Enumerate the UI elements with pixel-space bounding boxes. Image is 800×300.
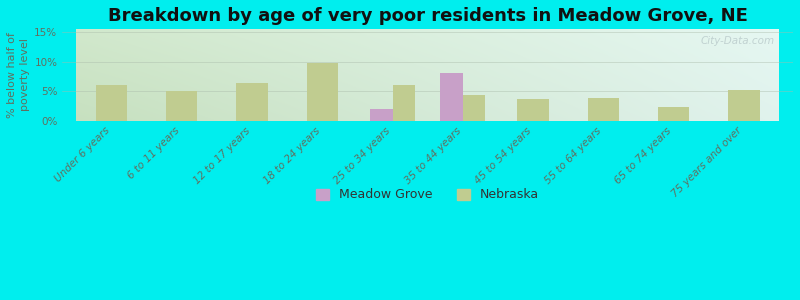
Bar: [440, 74, 463, 121]
Bar: [588, 98, 619, 121]
Bar: [370, 109, 393, 121]
Bar: [96, 85, 127, 121]
Bar: [393, 85, 415, 121]
Y-axis label: % below half of
poverty level: % below half of poverty level: [7, 32, 30, 118]
Bar: [658, 107, 690, 121]
Bar: [518, 99, 549, 121]
Bar: [463, 95, 486, 121]
Legend: Meadow Grove, Nebraska: Meadow Grove, Nebraska: [311, 183, 544, 206]
Bar: [236, 83, 268, 121]
Title: Breakdown by age of very poor residents in Meadow Grove, NE: Breakdown by age of very poor residents …: [108, 7, 748, 25]
Bar: [728, 90, 760, 121]
Text: City-Data.com: City-Data.com: [701, 36, 774, 46]
Bar: [306, 63, 338, 121]
Bar: [166, 91, 198, 121]
